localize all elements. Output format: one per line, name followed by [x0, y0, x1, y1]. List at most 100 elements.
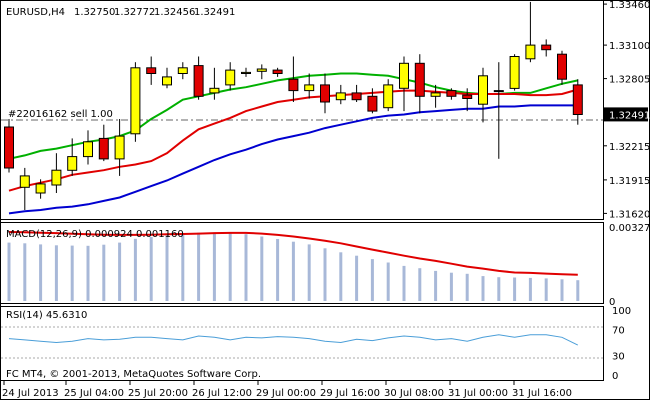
candle — [572, 79, 583, 125]
macd-tick-label: 0 — [609, 297, 615, 308]
rsi-tick-label: 30 — [612, 352, 625, 363]
macd-bar — [339, 252, 343, 301]
candle — [399, 56, 409, 112]
candle — [193, 56, 204, 100]
rsi-tick-label: 100 — [612, 306, 631, 317]
macd-histogram — [7, 232, 580, 301]
candle-body — [130, 67, 141, 135]
candle — [98, 124, 109, 162]
macd-signal-line — [8, 231, 578, 276]
main-pane-content — [1, 1, 603, 215]
candle-body — [193, 65, 204, 97]
macd-tick-label: 0.00327 — [609, 223, 650, 234]
candle — [67, 138, 78, 176]
macd-bar — [70, 245, 74, 301]
candle-body — [367, 95, 378, 112]
candle — [241, 67, 251, 77]
candle — [304, 73, 315, 99]
candle-body — [430, 92, 441, 97]
macd-bar — [276, 239, 280, 301]
candle-body — [541, 44, 552, 51]
time-axis: 24 Jul 2013 25 Jul 04:00 25 Jul 20:00 26 Ju… — [2, 381, 572, 399]
candle-body — [209, 87, 220, 94]
macd-bar — [54, 245, 58, 301]
macd-bar — [418, 268, 422, 301]
candle-body — [414, 62, 425, 97]
macd-bar — [212, 232, 216, 301]
macd-bar — [23, 243, 27, 301]
main-title: EURUSD,H4 — [6, 7, 65, 18]
candle — [209, 67, 220, 100]
copyright-text: FC MT4, © 2001-2013, MetaQuotes Software… — [6, 369, 261, 380]
x-tick-label: 25 Jul 04:00 — [64, 388, 124, 399]
ohlc-high: 1.32772 — [114, 7, 155, 18]
macd-y-axis: 0.00327 0 — [609, 223, 650, 308]
macd-bar — [291, 241, 295, 301]
candle-body — [304, 84, 315, 92]
macd-bar — [307, 244, 311, 301]
candle — [35, 179, 46, 199]
macd-bar — [260, 236, 264, 301]
macd-pane[interactable] — [0, 222, 604, 304]
macd-bar — [244, 234, 248, 301]
candle-body — [114, 135, 125, 160]
candle-body — [383, 84, 394, 109]
candle-body — [83, 141, 93, 158]
x-tick-label: 31 Jul 16:00 — [512, 388, 572, 399]
candle-body — [177, 67, 188, 75]
candle-body — [67, 156, 78, 171]
macd-bar — [402, 265, 406, 301]
macd-bar — [465, 273, 469, 301]
x-tick-label: 30 Jul 08:00 — [384, 388, 444, 399]
candle — [51, 153, 62, 193]
macd-bar — [528, 277, 532, 301]
candle-body — [272, 69, 283, 74]
y-tick-label: 1.31620 — [609, 209, 650, 220]
candle — [256, 64, 267, 80]
candle — [462, 88, 473, 112]
y-tick-label: 1.33100 — [609, 41, 650, 52]
candle-body — [446, 90, 457, 97]
candle — [351, 84, 362, 102]
candle-body — [509, 56, 520, 89]
candle-body — [225, 69, 236, 86]
macd-bar — [228, 233, 232, 301]
candle-body — [162, 76, 172, 86]
ohlc-close: 1.32491 — [194, 7, 235, 18]
candle — [320, 73, 330, 114]
rsi-pane[interactable] — [0, 306, 604, 381]
current-price-box — [604, 107, 648, 122]
candle-body — [241, 71, 251, 75]
candle-body — [525, 44, 536, 60]
x-tick-label: 29 Jul 00:00 — [256, 388, 316, 399]
macd-bar — [7, 242, 11, 301]
macd-bar — [197, 232, 201, 301]
macd-bar — [39, 244, 43, 301]
rsi-tick-label: 0 — [612, 371, 618, 382]
order-label: #22016162 sell 1.00 — [8, 109, 113, 120]
macd-bar — [133, 238, 137, 301]
ohlc-low: 1.32456 — [154, 7, 195, 18]
rsi-tick-label: 70 — [612, 326, 625, 337]
candle-body — [288, 78, 299, 92]
y-tick-label: 1.32215 — [609, 142, 650, 153]
rsi-y-axis: 100 70 30 0 — [612, 306, 631, 382]
candle-body — [557, 53, 567, 80]
x-tick-label: 26 Jul 12:00 — [192, 388, 252, 399]
macd-bar — [370, 259, 374, 301]
candle — [557, 50, 567, 85]
candle-body — [493, 90, 504, 93]
candle-body — [320, 84, 330, 103]
candle-body — [19, 175, 30, 188]
candle — [335, 84, 346, 105]
x-tick-label: 25 Jul 20:00 — [128, 388, 188, 399]
candle — [146, 56, 157, 85]
candle-body — [98, 137, 109, 160]
candle-body — [256, 68, 267, 72]
main-pane[interactable] — [0, 0, 604, 220]
candle — [272, 67, 283, 77]
macd-bar — [560, 279, 564, 301]
candle-body — [351, 92, 362, 101]
macd-bar — [544, 278, 548, 301]
